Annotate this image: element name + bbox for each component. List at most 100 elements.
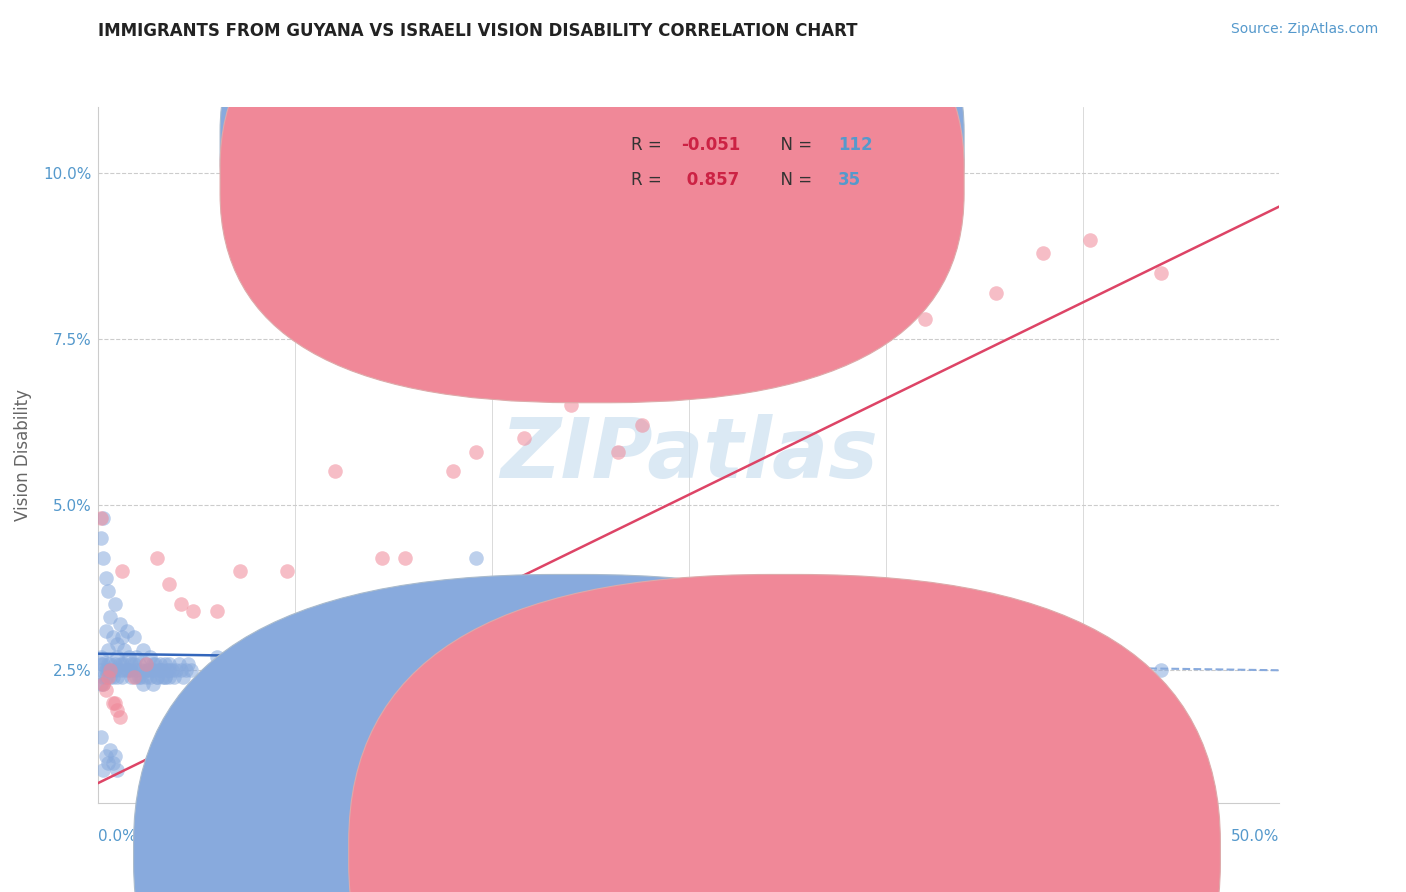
Point [157,663,180,677]
Point [94,749,117,764]
Point [136,663,159,677]
Point [142,657,165,671]
Point [90,531,112,545]
Text: Immigrants from Guyana: Immigrants from Guyana [588,846,779,860]
Point [984,285,1007,300]
Point [132,676,155,690]
Point [111,564,134,578]
Point [156,663,179,677]
Point [98,663,121,677]
Point [90,663,112,677]
Point [112,643,135,657]
Point [150,670,173,684]
Point [104,749,127,764]
Point [105,637,128,651]
Point [146,550,169,565]
Point [146,670,169,684]
Text: ZIPatlas: ZIPatlas [501,415,877,495]
Text: 0.857: 0.857 [681,171,740,189]
Point [118,650,141,665]
FancyBboxPatch shape [553,118,907,208]
Point [104,657,127,671]
Point [142,676,165,690]
Text: R =: R = [631,171,666,189]
FancyBboxPatch shape [221,0,965,368]
Point [153,657,176,671]
Point [122,670,145,684]
Point [128,657,150,671]
Point [163,670,186,684]
Point [276,564,298,578]
Point [205,650,228,665]
Point [181,604,204,618]
Point [97,670,120,684]
Point [91,511,114,525]
Point [121,657,143,671]
Point [121,663,143,677]
Point [160,663,183,677]
Point [90,730,112,744]
Point [323,643,346,657]
Text: Israelis: Israelis [804,846,859,860]
Point [180,663,202,677]
Point [111,657,134,671]
Point [167,657,190,671]
Point [135,657,157,671]
Point [512,624,534,638]
Point [108,709,131,723]
Point [1032,663,1054,677]
Point [1150,266,1173,280]
Point [105,703,128,717]
Y-axis label: Vision Disability: Vision Disability [14,389,32,521]
Point [112,657,135,671]
Text: Source: ZipAtlas.com: Source: ZipAtlas.com [1230,22,1378,37]
Point [94,624,117,638]
Point [118,663,141,677]
Point [105,650,128,665]
Text: N =: N = [770,136,818,154]
Point [97,756,120,770]
Point [135,663,157,677]
Point [135,657,157,671]
Point [91,676,114,690]
Point [149,657,172,671]
Point [105,763,128,777]
Point [170,663,193,677]
Point [90,676,112,690]
Point [143,657,166,671]
Point [1032,245,1054,260]
Point [91,676,114,690]
Point [128,670,150,684]
Point [104,663,127,677]
Point [170,597,193,611]
Point [153,670,176,684]
Point [149,663,172,677]
Point [115,663,138,677]
Point [108,616,131,631]
Point [91,670,114,684]
Point [394,550,416,565]
Point [796,285,818,300]
Point [323,465,346,479]
Point [101,697,124,711]
Point [165,663,187,677]
Point [157,657,180,671]
Point [135,670,157,684]
FancyBboxPatch shape [221,0,965,403]
Text: -0.051: -0.051 [681,136,740,154]
Point [104,597,127,611]
Point [607,444,630,458]
Text: 0.0%: 0.0% [98,830,138,845]
Point [90,650,112,665]
Text: 112: 112 [838,136,872,154]
Text: 50.0%: 50.0% [1232,830,1279,845]
Point [104,697,127,711]
Point [157,670,180,684]
Point [98,610,121,624]
Point [101,630,124,644]
Point [91,763,114,777]
Point [101,670,124,684]
Point [560,398,582,412]
Point [914,312,936,326]
Point [125,670,148,684]
